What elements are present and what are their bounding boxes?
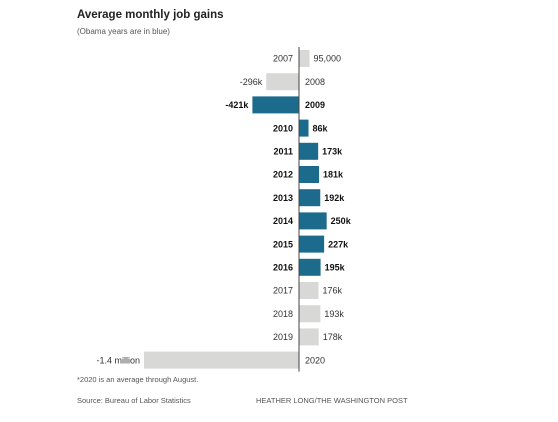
- bar-2016: [299, 258, 321, 276]
- year-label-2007: 2007: [273, 54, 293, 64]
- value-label-2013: 192k: [324, 193, 345, 203]
- year-label-2013: 2013: [273, 193, 293, 203]
- value-label-2009: -421k: [225, 100, 249, 110]
- value-label-2014: 250k: [331, 216, 352, 226]
- year-label-2018: 2018: [273, 309, 293, 319]
- value-label-2007: 95,000: [314, 54, 342, 64]
- chart-title: Average monthly job gains: [77, 9, 224, 21]
- value-label-2018: 193k: [324, 309, 344, 319]
- bar-2008: [266, 73, 299, 91]
- year-label-2017: 2017: [273, 286, 293, 296]
- bar-2017: [299, 282, 319, 299]
- value-label-2012: 181k: [323, 170, 344, 180]
- bar-2018: [299, 305, 321, 323]
- credit-line: HEATHER LONG/THE WASHINGTON POST: [256, 396, 408, 405]
- value-label-2019: 178k: [323, 332, 343, 342]
- year-label-2009: 2009: [305, 100, 325, 110]
- bar-2007: [299, 50, 310, 67]
- year-label-2010: 2010: [273, 123, 293, 133]
- bar-2015: [299, 235, 325, 253]
- year-label-2011: 2011: [273, 147, 293, 157]
- value-label-2010: 86k: [313, 123, 329, 133]
- year-label-2008: 2008: [305, 77, 325, 87]
- bar-2020: [144, 351, 299, 369]
- value-label-2020: -1.4 million: [96, 355, 140, 365]
- bar-2013: [299, 189, 321, 207]
- year-label-2012: 2012: [273, 170, 293, 180]
- bar-2009: [252, 96, 299, 114]
- source-note: Source: Bureau of Labor Statistics: [77, 396, 191, 405]
- chart-subtitle: (Obama years are in blue): [77, 27, 170, 36]
- year-label-2015: 2015: [273, 239, 293, 249]
- year-label-2019: 2019: [273, 332, 293, 342]
- value-label-2008: -296k: [240, 77, 263, 87]
- bar-2014: [299, 212, 327, 230]
- value-label-2017: 176k: [322, 286, 342, 296]
- bar-2019: [299, 328, 319, 346]
- year-label-2014: 2014: [273, 216, 293, 226]
- bar-2012: [299, 166, 320, 183]
- bar-2011: [299, 142, 319, 160]
- value-label-2015: 227k: [328, 239, 349, 249]
- year-label-2020: 2020: [305, 355, 325, 365]
- year-label-2016: 2016: [273, 263, 293, 273]
- value-label-2016: 195k: [325, 263, 346, 273]
- bar-2010: [299, 119, 309, 137]
- footnote: *2020 is an average through August.: [77, 375, 199, 384]
- value-label-2011: 173k: [322, 147, 343, 157]
